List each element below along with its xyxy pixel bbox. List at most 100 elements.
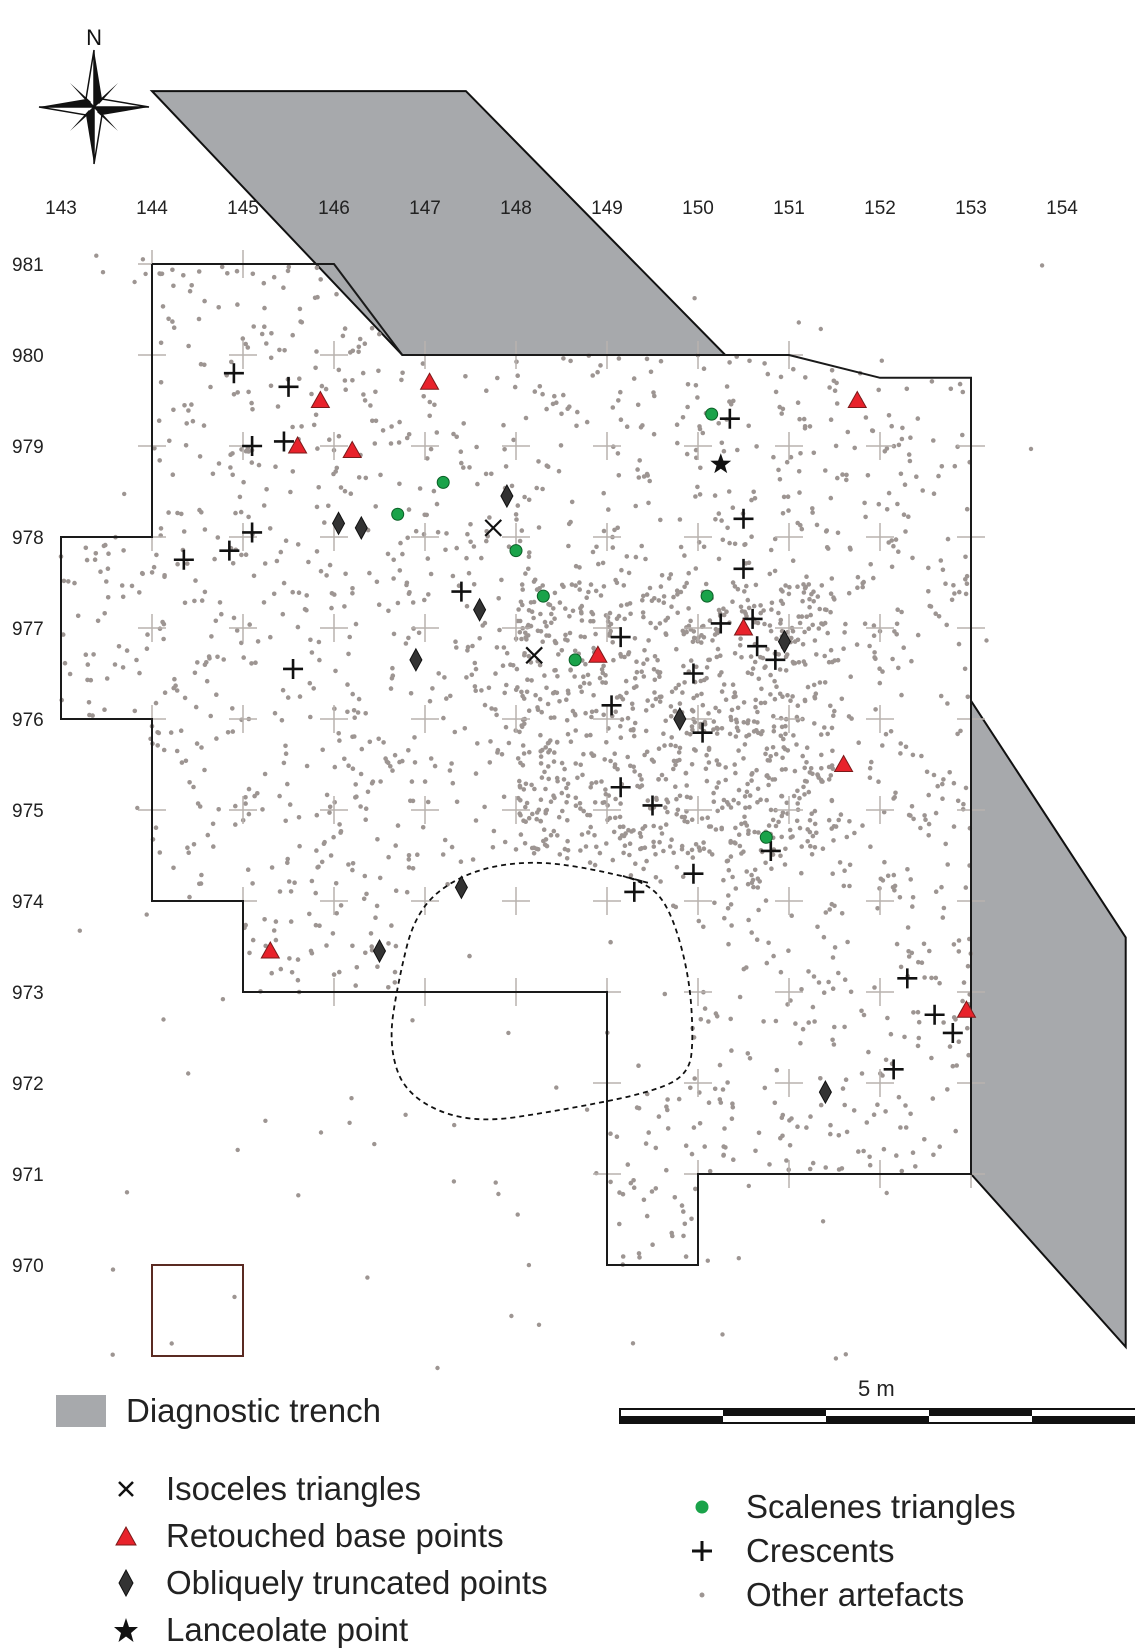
- other-artefact: [807, 829, 813, 835]
- other-artefact: [901, 512, 907, 517]
- other-artefact: [707, 1168, 713, 1174]
- other-artefact: [784, 800, 790, 806]
- other-artefact: [373, 418, 379, 424]
- other-artefact: [132, 708, 138, 714]
- other-artefact: [876, 387, 881, 393]
- other-artefact: [716, 421, 721, 426]
- other-artefact: [951, 824, 957, 829]
- other-artefact: [462, 726, 468, 731]
- other-artefact: [860, 584, 865, 590]
- other-artefact: [271, 928, 277, 933]
- other-artefact: [489, 706, 494, 711]
- crescent: [242, 522, 263, 543]
- other-artefact: [900, 425, 905, 431]
- other-artefact: [688, 1085, 693, 1091]
- other-artefact: [504, 650, 510, 656]
- other-artefact: [898, 741, 903, 746]
- other-artefact: [535, 707, 541, 713]
- other-artefact: [909, 658, 914, 664]
- other-artefact: [733, 717, 739, 723]
- grid-cross: [866, 887, 894, 915]
- other-artefact: [805, 684, 811, 690]
- other-artefact: [685, 819, 690, 825]
- other-artefact: [624, 602, 630, 607]
- other-artefact: [643, 1141, 649, 1146]
- other-artefact: [918, 825, 923, 831]
- other-artefact: [375, 964, 380, 969]
- other-artefact: [278, 966, 284, 972]
- other-artefact: [717, 672, 722, 678]
- other-artefact: [616, 398, 621, 403]
- other-artefact: [610, 857, 616, 863]
- other-artefact: [552, 750, 557, 755]
- grid-cross: [320, 614, 348, 642]
- other-artefact: [532, 389, 538, 394]
- other-artefact: [794, 742, 799, 747]
- other-artefact: [410, 1018, 415, 1023]
- other-artefact: [160, 619, 165, 625]
- other-artefact: [779, 767, 785, 772]
- other-artefact: [680, 415, 686, 420]
- other-artefact: [783, 846, 788, 852]
- other-artefact: [350, 867, 355, 873]
- other-artefact: [689, 1151, 695, 1157]
- other-artefact: [777, 667, 783, 672]
- grid-cross: [411, 887, 439, 915]
- other-artefact: [474, 444, 479, 450]
- other-artefact: [337, 969, 342, 975]
- other-artefact: [634, 659, 639, 664]
- other-artefact: [342, 378, 348, 383]
- other-artefact: [780, 1133, 785, 1139]
- other-artefact: [885, 1015, 890, 1021]
- other-artefact: [463, 374, 468, 379]
- other-artefact: [677, 517, 683, 522]
- other-artefact: [783, 767, 788, 772]
- other-artefact: [830, 1037, 835, 1043]
- other-artefact: [351, 708, 357, 713]
- other-artefact: [748, 654, 754, 659]
- other-artefact: [788, 698, 793, 703]
- other-artefact: [807, 770, 813, 775]
- other-artefact: [574, 423, 579, 429]
- other-artefact: [493, 1180, 498, 1185]
- other-artefact: [327, 562, 333, 568]
- other-artefact: [225, 271, 230, 276]
- grid-cross: [229, 614, 257, 642]
- grid-cross: [775, 1069, 803, 1097]
- other-artefact: [651, 390, 656, 395]
- crescent: [733, 558, 754, 579]
- crescent: [451, 581, 472, 602]
- other-artefact: [397, 568, 403, 573]
- other-artefact: [721, 606, 726, 611]
- other-artefact: [464, 675, 469, 680]
- other-artefact: [549, 620, 554, 626]
- other-artefact: [599, 779, 604, 784]
- other-artefact: [690, 727, 695, 733]
- other-artefact: [579, 689, 584, 695]
- other-artefact: [803, 662, 808, 667]
- other-artefact: [232, 1294, 237, 1300]
- other-artefact: [393, 843, 399, 848]
- other-artefact: [320, 747, 326, 753]
- other-artefact: [391, 631, 397, 637]
- other-artefact: [802, 765, 807, 771]
- other-artefact: [347, 634, 353, 640]
- other-artefact: [793, 1021, 798, 1026]
- other-artefact: [718, 1100, 724, 1105]
- other-artefact: [653, 875, 659, 880]
- other-artefact: [91, 652, 96, 657]
- other-artefact: [720, 805, 725, 810]
- other-artefact: [832, 708, 837, 714]
- other-artefact: [859, 1008, 864, 1014]
- other-artefact: [718, 653, 723, 658]
- other-artefact: [708, 824, 714, 829]
- other-artefact: [889, 564, 895, 570]
- obliquely-truncated-point: [409, 647, 423, 672]
- other-artefact: [772, 1100, 778, 1106]
- other-artefact: [583, 710, 588, 716]
- other-artefact: [584, 419, 590, 425]
- other-artefact: [711, 799, 717, 804]
- other-artefact: [297, 694, 303, 699]
- other-artefact: [370, 779, 376, 784]
- other-artefact: [956, 938, 962, 943]
